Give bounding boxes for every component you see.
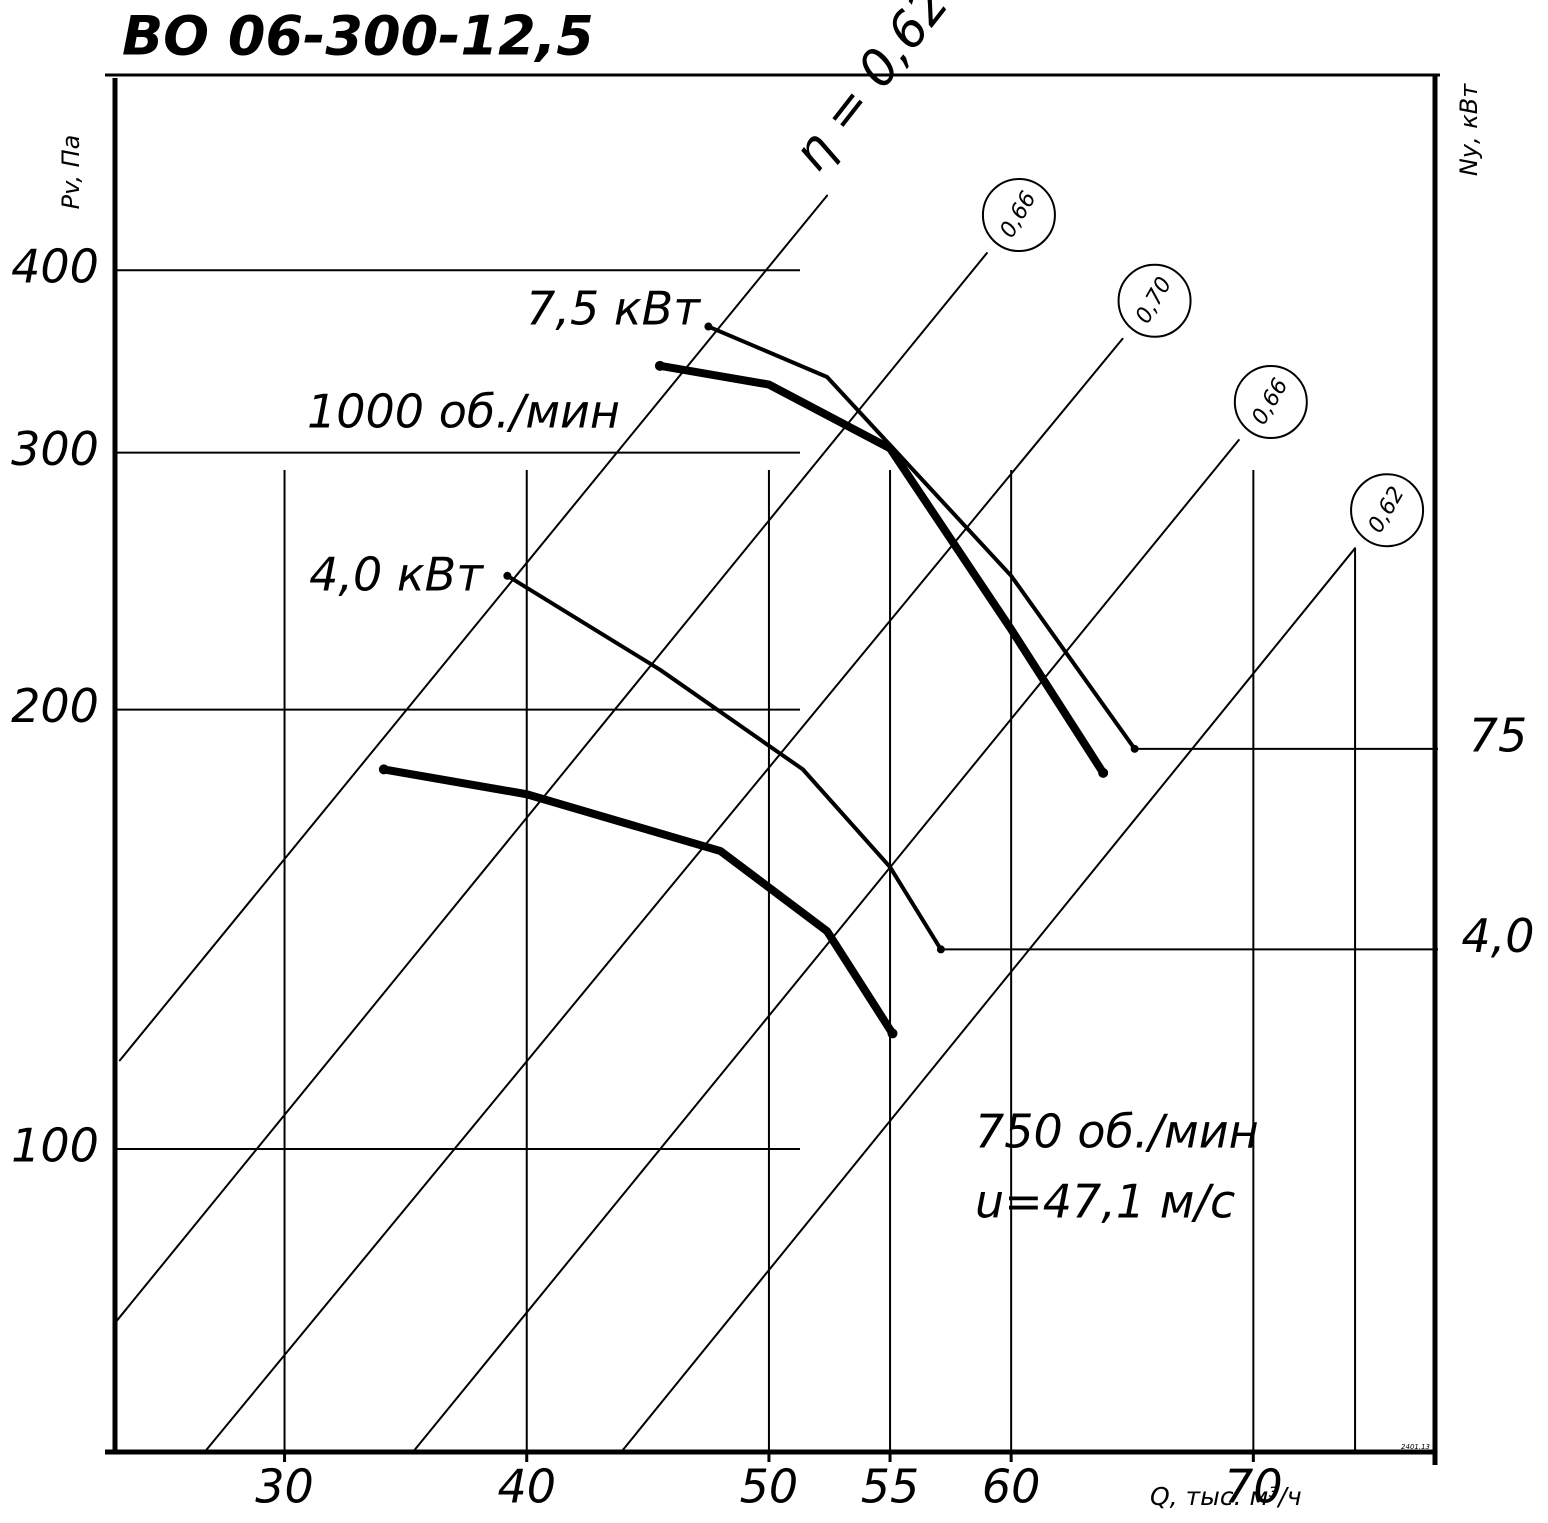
y-tick-label: 300 [11,422,99,476]
x-tick-label: 55 [861,1460,920,1514]
curve-end [887,1028,898,1039]
efficiency-line [411,439,1240,1453]
chart-title: ВО 06-300-12,5 [122,5,594,68]
curve-end [654,360,665,371]
speed-curve [379,765,897,1038]
y2-axis-label: Nу, кВт [1455,83,1483,176]
x-tick-label: 30 [255,1460,314,1514]
efficiency-circle [1117,263,1192,338]
efficiency-circle [981,178,1056,253]
efficiency-line [114,252,988,1324]
code: 2401.13 [1401,1443,1430,1451]
speed-curve [655,361,1108,777]
x-tick-label: 60 [982,1460,1041,1514]
efficiency-line [620,547,1357,1453]
efficiency-line [203,337,1124,1453]
efficiency-circle [1233,365,1308,440]
x-tick-label: 40 [497,1460,556,1514]
curve-label: 7,5 кВт [526,282,701,336]
curve-end [378,764,389,775]
x-tick-label: 70 [1224,1460,1283,1514]
power-curve [505,573,943,952]
y2-label: 75 [1469,708,1528,762]
y-axis-label: Pv, Па [57,135,85,210]
curve-end [503,571,512,580]
y-tick-label: 400 [11,240,99,294]
curve-end [1098,767,1109,778]
curve-label: 1000 об./мин [307,385,620,439]
efficiency-circle [1350,473,1425,548]
y-tick-label: 200 [11,679,99,733]
efficiency-line [118,194,829,1062]
x-axis-label: Q, тыс. м³/ч [1150,1482,1302,1511]
curve-label: 750 об./мин [975,1105,1259,1159]
y-tick-label: 100 [11,1118,99,1172]
curve-label: 4,0 кВт [309,548,484,602]
x-tick-label: 50 [740,1460,799,1514]
curve-end [704,322,713,331]
y2-label: 4,0 [1461,909,1534,963]
efficiency-label: η = 0,62 [781,0,960,181]
power-curve [706,324,1137,751]
note: u=47,1 м/с [975,1175,1235,1229]
